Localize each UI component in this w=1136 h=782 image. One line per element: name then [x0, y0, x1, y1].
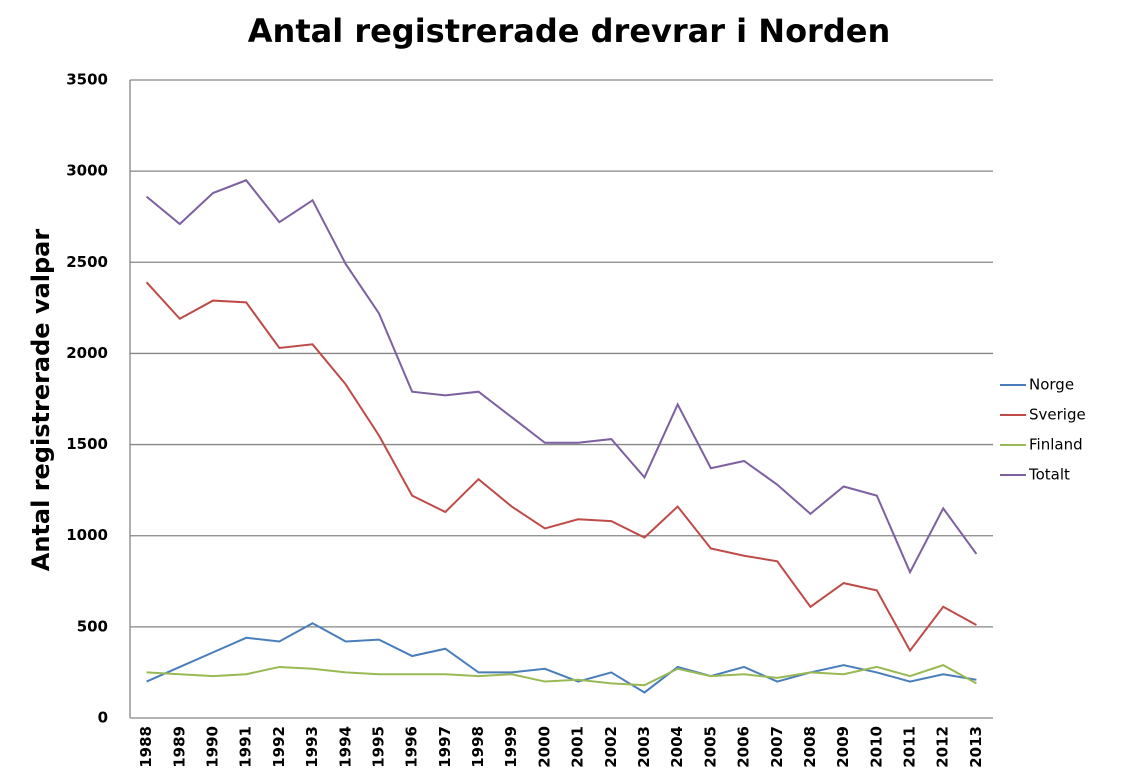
chart-title: Antal registrerade drevrar i Norden [248, 12, 890, 50]
x-tick-label: 1998 [469, 726, 487, 768]
y-tick-label: 1500 [66, 435, 108, 453]
x-tick-label: 2009 [834, 726, 852, 768]
x-tick-label: 1995 [369, 726, 387, 768]
x-tick-label: 1989 [170, 726, 188, 768]
x-tick-label: 1988 [137, 726, 155, 768]
x-tick-label: 1994 [336, 726, 354, 768]
y-tick-label: 1000 [66, 526, 108, 544]
x-tick-label: 2007 [768, 726, 786, 768]
x-tick-label: 2000 [535, 726, 553, 768]
x-tick-label: 2006 [735, 726, 753, 768]
x-tick-label: 2011 [901, 726, 919, 768]
x-tick-label: 1996 [403, 726, 421, 768]
x-tick-label: 2008 [801, 726, 819, 768]
x-tick-label: 1997 [436, 726, 454, 768]
x-tick-label: 1993 [303, 726, 321, 768]
series-line [145, 179, 978, 575]
series-line [146, 664, 977, 687]
x-tick-label: 2005 [701, 726, 719, 768]
x-tick-label: 1999 [502, 726, 520, 768]
x-tick-label: 2002 [602, 726, 620, 768]
x-tick-label: 2013 [967, 726, 985, 768]
x-tick-label: 1992 [270, 726, 288, 768]
x-tick-label: 2001 [569, 726, 587, 768]
y-tick-label: 3500 [66, 71, 108, 89]
x-tick-label: 2004 [668, 726, 686, 768]
series-line [145, 281, 977, 653]
y-axis-label: Antal registrerade valpar [27, 229, 55, 572]
legend-label: Finland [1029, 436, 1083, 454]
legend-label: Totalt [1028, 466, 1070, 484]
x-tick-label: 2010 [867, 726, 885, 768]
legend-label: Norge [1029, 376, 1074, 394]
x-tick-label: 1990 [203, 726, 221, 768]
series-line [146, 622, 977, 694]
y-tick-label: 3000 [66, 162, 108, 180]
x-tick-label: 2003 [635, 726, 653, 768]
x-tick-label: 2012 [934, 726, 952, 768]
x-tick-label: 1991 [237, 726, 255, 768]
y-tick-label: 2500 [66, 253, 108, 271]
y-tick-label: 2000 [66, 344, 108, 362]
y-tick-label: 0 [98, 709, 108, 727]
legend-label: Sverige [1029, 406, 1086, 424]
y-tick-label: 500 [77, 617, 108, 635]
